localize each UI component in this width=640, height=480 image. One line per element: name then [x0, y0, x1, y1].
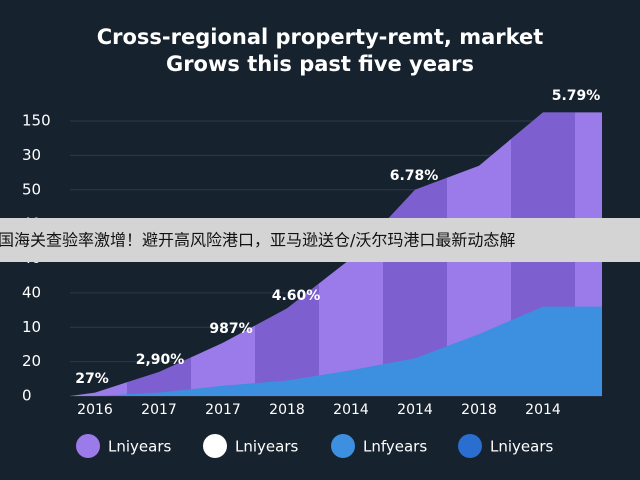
x-tick-label: 2014 [525, 402, 561, 418]
legend-label: Lnfyears [363, 438, 427, 456]
y-tick-label: 20 [22, 352, 41, 370]
y-tick-label: 0 [22, 387, 32, 405]
legend-swatch [76, 434, 100, 458]
legend-swatch [203, 434, 227, 458]
y-tick-label: 40 [22, 283, 41, 301]
annotation: 4.60% [272, 288, 321, 304]
legend-label: Lniyears [490, 438, 553, 456]
x-tick-label: 2018 [461, 402, 497, 418]
annotation: 6.78% [390, 168, 439, 184]
legend-label: Lniyears [235, 438, 298, 456]
legend-label: Lniyears [108, 438, 171, 456]
annotation: 5.79% [552, 88, 601, 104]
annotation: 987% [209, 321, 252, 337]
area [70, 306, 602, 396]
y-tick-label: 10 [22, 318, 41, 336]
legend-swatch [331, 434, 355, 458]
legend-swatch [458, 434, 482, 458]
annotation: 27% [75, 371, 109, 387]
chart-title: Cross-regional property-remt, market [97, 25, 544, 49]
x-tick-label: 2017 [141, 402, 177, 418]
y-tick-label: 50 [22, 180, 41, 198]
banner-bg [0, 218, 640, 262]
area [70, 112, 602, 396]
x-tick-label: 2014 [397, 402, 433, 418]
chart-title: Grows this past five years [166, 52, 474, 76]
x-tick-label: 2016 [77, 402, 113, 418]
x-tick-label: 2014 [333, 402, 369, 418]
banner-text: 国海关查验率激增！避开高风险港口，亚马逊送仓/沃尔玛港口最新动态解 [0, 231, 515, 250]
x-tick-label: 2017 [205, 402, 241, 418]
x-tick-label: 2018 [269, 402, 305, 418]
y-tick-label: 30 [22, 146, 41, 164]
annotation: 2,90% [136, 352, 185, 368]
y-tick-label: 150 [22, 112, 51, 130]
